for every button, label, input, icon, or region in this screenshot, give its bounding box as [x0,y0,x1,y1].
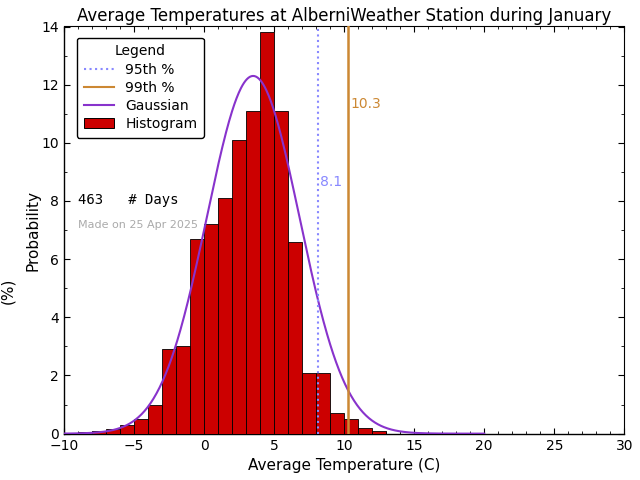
Bar [106,429,120,433]
Text: Made on 25 Apr 2025: Made on 25 Apr 2025 [78,220,198,230]
Bar [316,372,330,433]
Text: (%): (%) [1,278,15,304]
Bar [92,431,106,433]
Bar [134,419,148,433]
Bar [274,111,288,433]
Text: 463   # Days: 463 # Days [78,192,179,206]
Bar [148,405,162,433]
Bar [176,347,190,433]
Text: 8.1: 8.1 [319,176,342,190]
Text: 10.3: 10.3 [351,97,381,111]
Bar [204,224,218,433]
Bar [246,111,260,433]
Bar [218,198,232,433]
Bar [232,140,246,433]
Bar [330,413,344,433]
Bar [344,419,358,433]
Bar [190,239,204,433]
Bar [260,32,274,433]
X-axis label: Average Temperature (C): Average Temperature (C) [248,458,440,473]
Bar [120,425,134,433]
Bar [302,372,316,433]
Bar [78,432,92,433]
Bar [162,349,176,433]
Legend: 95th %, 99th %, Gaussian, Histogram: 95th %, 99th %, Gaussian, Histogram [77,37,204,138]
Bar [288,242,302,433]
Title: Average Temperatures at AlberniWeather Station during January: Average Temperatures at AlberniWeather S… [77,7,611,25]
Bar [358,428,372,433]
Y-axis label: Probability: Probability [25,190,40,271]
Bar [372,431,386,433]
